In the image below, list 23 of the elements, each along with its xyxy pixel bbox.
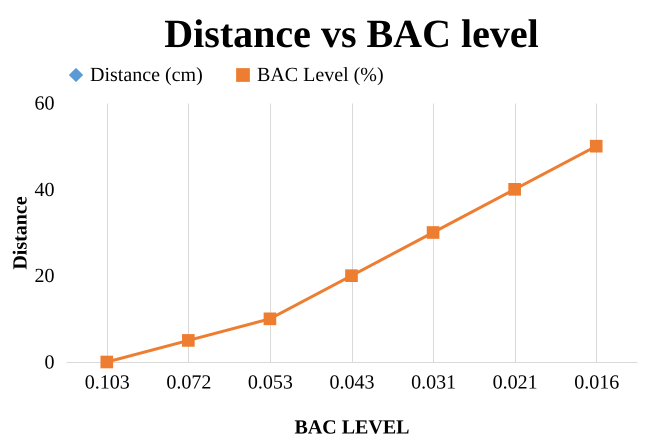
chart-title: Distance vs BAC level <box>164 11 539 56</box>
point <box>345 269 358 282</box>
x-tick-label: 0.016 <box>574 372 620 394</box>
y-tick-label: 40 <box>34 178 54 201</box>
point <box>264 312 276 326</box>
point <box>426 226 440 239</box>
x-tick-label: 0.043 <box>330 372 374 394</box>
x-tick-label: 0.053 <box>248 372 293 394</box>
legend-label: BAC Level (%) <box>257 64 384 86</box>
y-tick-label: 60 <box>34 92 54 114</box>
point <box>100 356 114 368</box>
x-tick-label: 0.103 <box>84 372 130 394</box>
legend-label: Distance (cm) <box>90 64 203 86</box>
point <box>508 183 521 196</box>
point <box>590 140 603 152</box>
y-tick-label: 0 <box>44 352 54 374</box>
x-tick-label: 0.021 <box>492 372 538 394</box>
x-axis-title: BAC LEVEL <box>294 416 410 438</box>
point <box>182 334 195 347</box>
y-tick-label: 20 <box>34 265 54 288</box>
y-axis-title: Distance <box>10 196 32 270</box>
x-tick-label: 0.072 <box>166 372 212 394</box>
x-tick-label: 0.031 <box>411 372 456 394</box>
